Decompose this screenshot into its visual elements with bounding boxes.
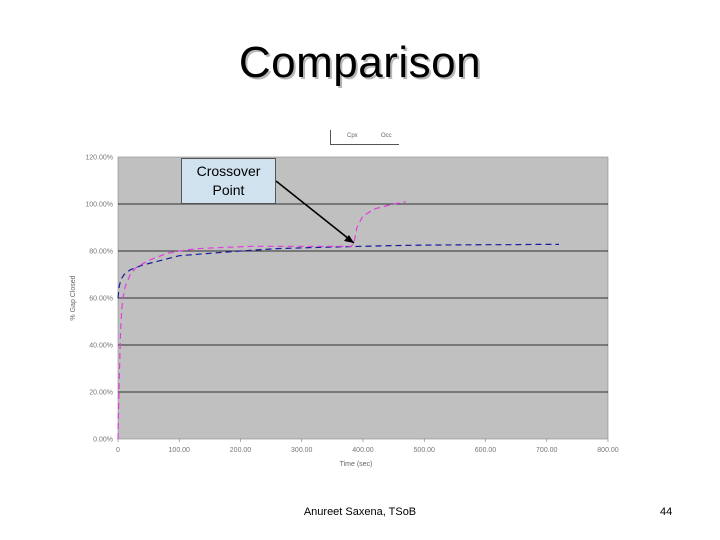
x-tick-label: 400.00 [352,447,374,454]
y-tick-label: 120.00% [85,155,113,162]
y-tick-label: 80.00% [89,249,113,256]
callout-line-2: Point [212,182,245,198]
callout-arrowhead [344,235,354,243]
x-tick-label: 200.00 [230,447,252,454]
legend-entry-occ: Occ [381,133,392,139]
y-tick-label: 60.00% [89,296,113,303]
x-tick-label: 0 [116,447,120,454]
x-tick-label: 100.00 [169,447,191,454]
gridlines [118,203,608,393]
x-tick-label: 300.00 [291,447,313,454]
x-tick-label: 600.00 [475,447,497,454]
crossover-callout: Crossover Point [181,158,276,204]
y-tick-label: 0.00% [93,437,113,444]
x-tick-label: 500.00 [414,447,436,454]
y-tick-label: 100.00% [85,202,113,209]
series-lines [117,201,559,440]
legend: Cpx Occ [330,130,399,145]
series-line-occ [117,201,407,440]
y-tick-label: 40.00% [89,343,113,350]
y-axis-label: % Gap Closed [70,275,77,320]
series-line-cpx [117,243,559,299]
y-tick-label: 20.00% [89,390,113,397]
legend-entry-cpx: Cpx [347,133,358,139]
footer-text: Anureet Saxena, TSoB [303,506,417,518]
callout-arrow [275,180,355,244]
y-tick-labels: 0.00% 20.00% 40.00% 60.00% 80.00% 100.00% 120.… [85,155,113,444]
callout-line-1: Crossover [196,163,261,179]
x-tick-label: 700.00 [536,447,558,454]
page-number: 44 [660,506,673,518]
slide-title: Comparison [238,38,482,87]
x-tick-labels: 0 100.00 200.00 300.00 400.00 500.00 600.00 700… [116,439,619,454]
x-tick-label: 800.00 [597,447,619,454]
x-axis-label: Time (sec) [340,461,373,468]
